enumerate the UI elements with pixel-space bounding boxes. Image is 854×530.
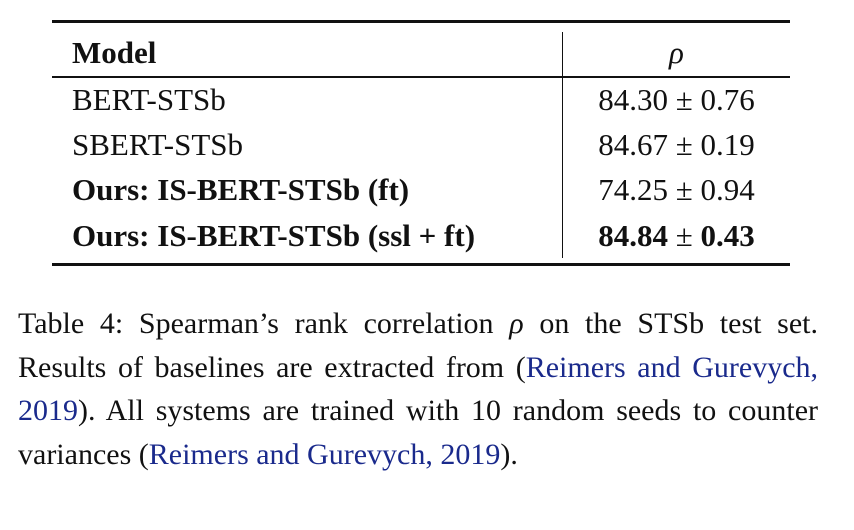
header-rho: ρ: [669, 35, 684, 70]
top-rule: [52, 20, 790, 23]
header-model: Model: [72, 35, 157, 70]
row-value: 84.30 ± 0.76: [598, 82, 755, 117]
mid-rule: [52, 76, 790, 78]
row-model: Ours: IS-BERT-STSb (ft): [72, 172, 410, 207]
row-value: 84.84 ± 0.43: [598, 218, 755, 253]
bottom-rule: [52, 263, 790, 266]
citation-link[interactable]: Reimers and Gurevych, 2019: [148, 437, 501, 471]
column-separator: [562, 32, 563, 258]
citation-link[interactable]: Reimers and Gurevych, 2019: [18, 350, 819, 428]
row-model: Ours: IS-BERT-STSb (ssl + ft): [72, 218, 476, 253]
row-model: BERT-STSb: [72, 82, 226, 117]
row-model: SBERT-STSb: [72, 127, 243, 162]
table-caption: Table 4: Spearman’s rank correlation ρ o…: [18, 307, 819, 471]
row-value: 84.67 ± 0.19: [598, 127, 755, 162]
row-value: 74.25 ± 0.94: [598, 172, 755, 207]
